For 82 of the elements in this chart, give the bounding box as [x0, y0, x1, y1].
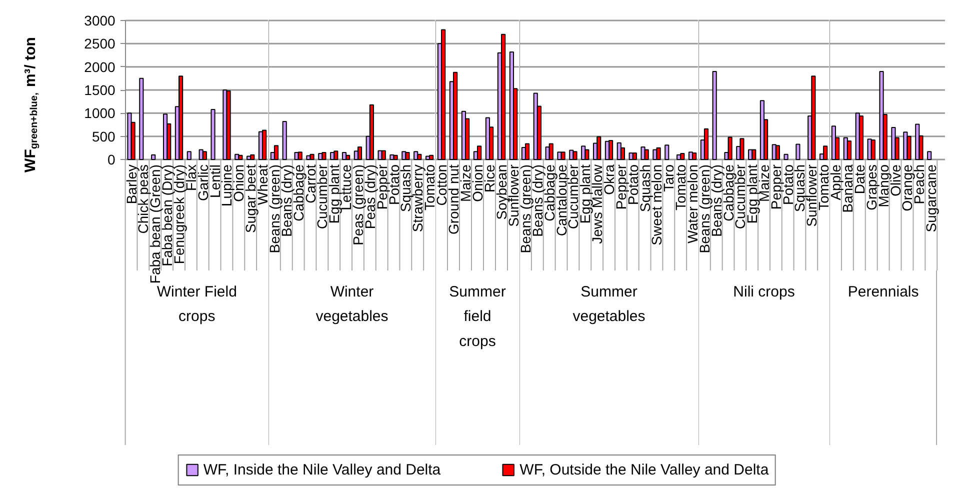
bar — [692, 152, 697, 160]
x-tick-label: Okra — [601, 164, 617, 195]
y-tick-label: 2000 — [84, 58, 116, 75]
bar — [584, 149, 590, 160]
y-tick-label: 1000 — [84, 105, 116, 122]
bar — [298, 152, 302, 160]
legend-label: WF, Outside the Nile Valley and Delta — [520, 461, 769, 478]
bar — [282, 121, 287, 160]
bar — [891, 127, 896, 160]
bar — [644, 149, 649, 160]
y-tick-label: 1500 — [84, 82, 116, 98]
x-axis-title: Summer field crops — [449, 284, 506, 350]
y-axis-title: WFgreen+blue, m³/ ton — [22, 37, 40, 172]
bar — [524, 143, 530, 160]
bar — [210, 108, 216, 160]
bar — [310, 154, 314, 160]
bar — [417, 154, 422, 160]
bar — [752, 149, 756, 160]
bar — [238, 154, 243, 160]
bar — [186, 151, 192, 160]
bar — [429, 154, 434, 160]
bar — [346, 154, 350, 160]
bar — [139, 78, 144, 160]
bar — [250, 154, 255, 160]
bar — [501, 34, 506, 160]
bar — [775, 145, 780, 160]
bar — [784, 154, 788, 160]
x-tick-label: Sugarcane — [923, 164, 940, 232]
bar — [357, 146, 362, 160]
bar — [381, 150, 386, 160]
x-axis-title: Winter Field crops — [156, 284, 237, 326]
y-tick-label: 500 — [92, 128, 116, 144]
bar — [202, 151, 207, 160]
bar — [870, 140, 876, 160]
bar — [441, 29, 446, 160]
bar — [262, 130, 267, 160]
bar — [560, 152, 566, 160]
x-tick-label: Egg plant — [744, 164, 760, 224]
bar — [572, 151, 578, 160]
bar — [879, 70, 884, 160]
bar — [393, 154, 398, 160]
bar — [640, 146, 646, 160]
x-tick-label: Lupine — [218, 164, 235, 207]
bar — [405, 152, 410, 160]
bar — [712, 70, 717, 160]
bar — [656, 147, 661, 160]
bar — [664, 144, 670, 160]
bar — [811, 76, 816, 160]
bar — [334, 150, 338, 160]
bar — [596, 136, 602, 160]
x-axis-title: Perennials — [848, 284, 919, 300]
y-tick-label: 3000 — [84, 12, 116, 28]
bar — [704, 128, 709, 160]
bar — [632, 152, 637, 160]
bar — [927, 151, 932, 160]
bar — [858, 115, 864, 160]
bar — [274, 145, 279, 160]
bar — [728, 136, 732, 160]
y-tick-label: 2500 — [84, 36, 116, 52]
bar — [178, 76, 184, 160]
bar — [548, 143, 554, 160]
x-axis-title: Nili crops — [733, 284, 795, 300]
bar — [608, 140, 614, 160]
bar — [823, 146, 828, 160]
bar — [226, 90, 231, 160]
bar — [796, 144, 800, 160]
bar — [378, 150, 382, 160]
bar — [846, 140, 852, 160]
legend-label: WF, Inside the Nile Valley and Delta — [203, 461, 441, 478]
bar — [680, 152, 685, 160]
bar — [151, 154, 156, 160]
y-tick-label: 0 — [108, 152, 116, 168]
x-axis-title: Winter vegetables — [316, 284, 388, 326]
bar — [453, 72, 458, 160]
bar — [322, 152, 326, 160]
bar — [740, 138, 744, 160]
x-tick-label: Wheat — [254, 164, 271, 205]
bar — [906, 136, 912, 160]
x-axis-title: Summer vegetables — [572, 284, 646, 326]
bar — [477, 146, 482, 160]
bar — [127, 112, 132, 160]
bar — [369, 104, 374, 160]
